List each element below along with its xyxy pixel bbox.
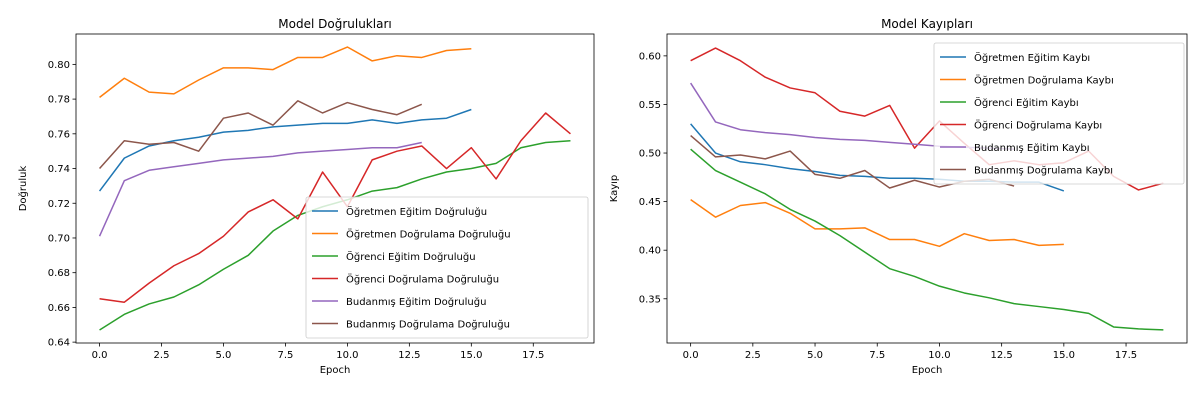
series-line-5 [98,141,422,237]
axes-frame [666,33,1188,344]
legend-item-1: Öğretmen Eğitim Doğruluğu [312,205,487,218]
x-tick-label: 12.5 [398,350,420,361]
y-tick-label: 0.68 [48,268,70,279]
y-tick-label: 0.40 [639,246,661,257]
y-tick-label: 0.35 [639,294,661,305]
legend-label: Budanmış Eğitim Doğruluğu [346,296,486,308]
legend: Öğretmen Eğitim Kaybı Öğretmen Doğrulama … [933,42,1185,185]
y-axis-label: Doğruluk [17,166,29,212]
y-tick-label: 0.78 [48,95,70,106]
y-tick-label: 0.60 [639,51,661,62]
y-tick-label: 0.76 [48,129,70,140]
chart-title: Model Doğrulukları [278,17,391,31]
x-tick-label: 2.5 [745,350,761,361]
legend-label: Öğretmen Eğitim Kaybı [974,51,1090,64]
x-tick-label: 5.0 [216,350,232,361]
chart-panel-1: 0.0 2.5 5.0 7.5 10.0 12.5 15.0 17.5 0.64 0.66 0.68… [17,17,595,376]
x-axis-label: Epoch [320,365,351,376]
y-tick-label: 0.70 [48,233,70,244]
x-tick-label: 10.0 [336,350,358,361]
legend: Öğretmen Eğitim Doğruluğu Öğretmen Doğrul… [305,196,589,339]
legend-label: Öğrenci Doğrulama Doğruluğu [346,273,499,286]
x-tick-label: 15.0 [460,350,482,361]
x-tick-label: 2.5 [154,350,170,361]
legend-item-6: Budanmış Doğrulama Kaybı [940,165,1113,177]
legend-item-5: Budanmış Eğitim Kaybı [940,142,1090,154]
legend-item-5: Budanmış Eğitim Doğruluğu [312,296,486,308]
legend-item-3: Öğrenci Eğitim Kaybı [940,96,1079,109]
legend-label: Öğretmen Eğitim Doğruluğu [346,205,487,218]
x-tick-label: 10.0 [928,350,950,361]
x-tick-label: 7.5 [869,350,885,361]
legend-label: Budanmış Eğitim Kaybı [974,142,1090,154]
legend-label: Öğrenci Eğitim Doğruluğu [346,250,476,263]
x-axis-label: Epoch [912,365,943,376]
legend-box [305,196,589,339]
axes-frame [75,33,595,344]
y-tick-label: 0.74 [48,164,70,175]
x-tick-label: 5.0 [807,350,823,361]
legend-item-2: Öğretmen Doğrulama Kaybı [940,74,1114,87]
x-tick-label: 17.5 [522,350,544,361]
legend-label: Öğrenci Eğitim Kaybı [974,96,1079,109]
legend-label: Budanmış Doğrulama Doğruluğu [346,319,510,331]
legend-item-3: Öğrenci Eğitim Doğruluğu [312,250,476,263]
x-tick-label: 0.0 [683,350,699,361]
y-tick-label: 0.50 [639,149,661,160]
series-line-6 [98,100,423,170]
x-tick-label: 0.0 [92,350,108,361]
y-tick-label: 0.72 [48,199,70,210]
y-tick-label: 0.66 [48,303,70,314]
y-tick-label: 0.80 [48,60,70,71]
legend-box [933,42,1185,185]
y-axis-label: Kayıp [609,175,620,203]
legend-item-1: Öğretmen Eğitim Kaybı [940,51,1090,64]
x-tick-label: 12.5 [991,350,1013,361]
legend-item-4: Öğrenci Doğrulama Doğruluğu [312,273,499,286]
legend-label: Öğrenci Doğrulama Kaybı [974,119,1102,132]
x-tick-label: 15.0 [1053,350,1075,361]
series-line-2 [99,46,472,98]
series-line-2 [690,199,1064,248]
series-line-4 [99,112,571,303]
y-tick-label: 0.64 [48,338,70,349]
legend-item-6: Budanmış Doğrulama Doğruluğu [312,319,510,331]
legend-label: Öğretmen Doğrulama Doğruluğu [346,228,511,241]
y-tick-label: 0.45 [639,197,661,208]
series-line-3 [690,148,1164,331]
legend-label: Öğretmen Doğrulama Kaybı [974,74,1114,87]
x-tick-label: 17.5 [1115,350,1137,361]
x-tick-label: 7.5 [277,350,293,361]
chart-title: Model Kayıpları [881,17,973,31]
y-tick-label: 0.55 [639,100,661,111]
chart-panel-2: 0.0 2.5 5.0 7.5 10.0 12.5 15.0 17.5 0.35 0.40 0.45… [609,17,1188,376]
legend-item-2: Öğretmen Doğrulama Doğruluğu [312,228,511,241]
legend-item-4: Öğrenci Doğrulama Kaybı [940,119,1102,132]
legend-label: Budanmış Doğrulama Kaybı [974,165,1113,177]
